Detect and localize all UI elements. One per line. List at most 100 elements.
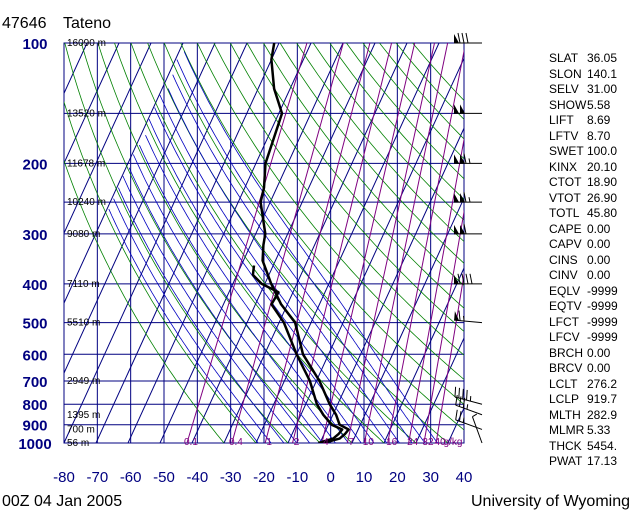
barb-flag (466, 389, 468, 401)
barb-half-flag (472, 413, 478, 418)
barb-pennant (454, 34, 459, 43)
barb-pennant (454, 193, 459, 203)
dry-adiabat (80, 43, 321, 443)
isotherm-line (95, 43, 280, 443)
mixing-ratio-label: 2 (294, 437, 300, 448)
pressure-label: 200 (22, 156, 47, 173)
index-row: BRCH 0.00 (549, 346, 639, 362)
isotherm-line (319, 127, 464, 443)
index-name: BRCV (549, 361, 583, 375)
index-name: KINX (549, 159, 578, 174)
pressure-label: 500 (22, 316, 47, 333)
index-name: EQLV (549, 283, 581, 298)
index-name: SHOW (549, 97, 587, 112)
index-value: 26.90 (587, 190, 618, 205)
x-tick-label: -20 (253, 469, 275, 486)
index-name: CTOT (549, 175, 582, 189)
station-name: Tateno (63, 15, 111, 32)
barb-flag (461, 32, 465, 44)
x-tick-label: 0 (326, 469, 334, 486)
index-value: 0.00 (587, 345, 611, 360)
isotherm-line (64, 43, 216, 375)
moist-adiabat (113, 198, 272, 443)
moist-adiabat (172, 74, 413, 443)
isotherm-line (383, 266, 464, 443)
axis-labels: -80 -70 -60 -50 -40 -30 -20 -10 0 10 20 30 40 100 200 3… (18, 36, 472, 486)
index-value: 17.13 (587, 454, 618, 468)
barb-flag (457, 273, 461, 284)
index-value: 0.00 (587, 252, 611, 267)
index-name: TOTL (549, 206, 580, 220)
index-value: 0.00 (587, 237, 611, 251)
index-row: KINX 20.10 (549, 160, 639, 176)
index-row: TOTL 45.80 (549, 206, 639, 222)
barb-staff (454, 396, 483, 405)
barb-flag (465, 32, 469, 44)
mixing-ratio-label: 1 (266, 437, 272, 448)
index-row: LIFT 8.69 (549, 113, 639, 129)
index-value: -9999 (587, 299, 618, 313)
wind-barb (471, 413, 483, 444)
index-value: 5.33 (587, 423, 611, 437)
wind-barb (454, 386, 483, 405)
barb-pennant (460, 104, 465, 114)
index-row: CTOT 18.90 (549, 175, 639, 191)
barb-pennant (460, 193, 465, 203)
index-name: PWAT (549, 454, 583, 468)
moist-adiabat (118, 187, 285, 443)
mixing-ratio-line (346, 43, 435, 443)
pressure-label: 800 (22, 397, 47, 414)
barb-flag (465, 273, 469, 284)
barb-half-flag (468, 158, 471, 164)
index-value: -9999 (587, 330, 618, 344)
dry-adiabat (230, 43, 464, 332)
height-label: 2949 m (67, 376, 100, 387)
x-tick-label: -40 (186, 469, 208, 486)
height-label: 13520 m (67, 108, 106, 119)
index-value: 919.7 (587, 392, 618, 406)
footer-datetime: 00Z 04 Jan 2005 (2, 493, 122, 510)
height-label: 5510 m (67, 318, 100, 329)
moist-adiabat (154, 107, 375, 443)
moist-adiabat (122, 175, 298, 443)
footer-source: University of Wyoming (471, 493, 630, 510)
barb-staff (471, 416, 483, 444)
x-tick-label: -50 (153, 469, 175, 486)
moist-adiabat (108, 208, 259, 443)
barb-flag (461, 273, 465, 284)
index-name: LCLT (549, 376, 578, 391)
moist-adiabat (159, 94, 388, 443)
index-name: EQTV (549, 299, 582, 313)
barb-flag (458, 310, 461, 321)
stability-indices-table: SLAT 36.05 SLON 140.1 SELV 31.00 SHOW 5.58 LIFT 8… (549, 51, 639, 470)
dry-adiabat (296, 43, 464, 243)
index-value: 5.58 (587, 97, 611, 112)
station-id: 47646 (2, 15, 47, 32)
moist-adiabat (183, 51, 439, 443)
wind-barb (454, 153, 482, 164)
mixing-ratio-line (435, 271, 464, 443)
index-row: LCLP 919.7 (549, 392, 639, 408)
sounding-line (251, 265, 344, 443)
x-tick-label: -10 (286, 469, 308, 486)
pressure-label: 400 (22, 277, 47, 294)
index-name: VTOT (549, 190, 581, 205)
index-value: 36.05 (587, 51, 618, 65)
barb-flag (463, 153, 467, 164)
pressure-label: 1000 (18, 436, 51, 453)
index-row: LFTV 8.70 (549, 129, 639, 145)
height-label: 9080 m (67, 229, 100, 240)
wind-barb (454, 192, 482, 203)
dry-adiabat (180, 43, 464, 405)
wind-barb (454, 104, 482, 114)
barb-flag (463, 223, 467, 234)
index-value: 18.90 (587, 175, 618, 189)
height-label: 16090 m (67, 38, 106, 49)
index-name: LFCT (549, 314, 579, 329)
mixing-ratio-line (231, 43, 344, 443)
sounding-series (251, 43, 350, 443)
pressure-label: 100 (22, 36, 47, 53)
mixing-ratio-label: 40 (435, 437, 447, 448)
index-name: THCK (549, 438, 582, 453)
index-row: PWAT 17.13 (549, 454, 639, 470)
